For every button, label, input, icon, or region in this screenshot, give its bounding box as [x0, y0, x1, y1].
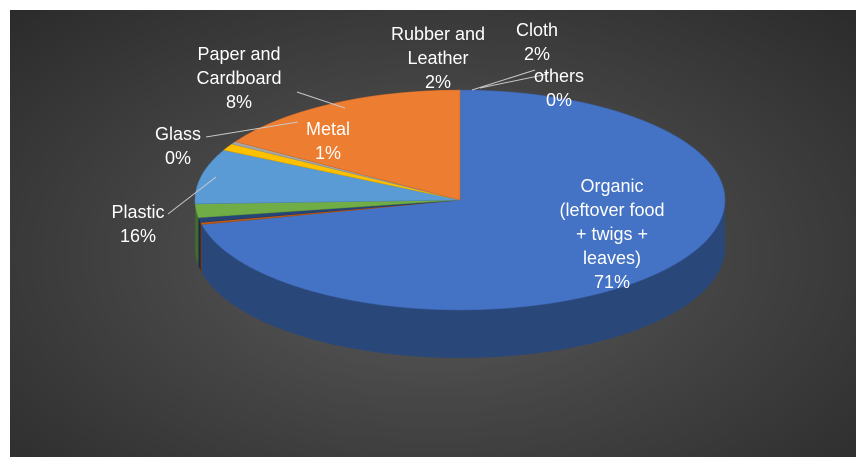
- pie-chart: Organic (leftover food + twigs + leaves) 71%…: [111, 20, 726, 358]
- leader-line-plastic: [167, 176, 217, 215]
- pie-side-others: [200, 222, 202, 273]
- data-label-category: Cloth: [516, 20, 558, 40]
- chart-area: Organic (leftover food + twigs + leaves) 71%…: [10, 10, 856, 457]
- data-label-category: Paper and: [197, 44, 280, 64]
- data-label-category: Glass: [155, 124, 201, 144]
- data-label-category: Organic: [580, 176, 643, 196]
- data-label-percent: 1%: [315, 143, 341, 163]
- pie-depth-layer: [195, 200, 725, 358]
- pie-side-cloth: [198, 217, 201, 271]
- leader-line-glass: [205, 121, 299, 138]
- data-label-category: Rubber and: [391, 24, 485, 44]
- data-label-organic-leftover-food-twigs-leaves: Organic (leftover food + twigs + leaves) 71%: [559, 176, 664, 292]
- data-label-metal: Metal 1%: [306, 119, 350, 163]
- data-label-category: Plastic: [111, 202, 164, 222]
- pie-top-layer: [194, 89, 726, 311]
- data-label-glass: Glass 0%: [155, 124, 201, 168]
- data-labels: Organic (leftover food + twigs + leaves) 71%…: [111, 20, 664, 292]
- pie-slice-organic-leftover-food-twigs-leaves: [201, 89, 726, 311]
- data-label-rubber-and-leather: Rubber and Leather 2%: [391, 24, 485, 92]
- data-label-category: (leftover food: [559, 200, 664, 220]
- data-label-percent: 2%: [524, 44, 550, 64]
- data-label-category: Leather: [407, 48, 468, 68]
- data-label-others: others 0%: [534, 66, 584, 110]
- pie-slice-paper-and-cardboard: [194, 149, 461, 205]
- data-label-percent: 8%: [226, 92, 252, 112]
- data-label-category: leaves): [583, 248, 641, 268]
- data-label-percent: 0%: [165, 148, 191, 168]
- data-label-percent: 16%: [120, 226, 156, 246]
- data-label-category: others: [534, 66, 584, 86]
- data-label-category: Cardboard: [196, 68, 281, 88]
- data-label-cloth: Cloth 2%: [516, 20, 558, 64]
- data-label-percent: 0%: [546, 90, 572, 110]
- data-label-paper-and-cardboard: Paper and Cardboard 8%: [196, 44, 281, 112]
- pie-side-rubber-and-leather: [195, 203, 199, 266]
- data-label-percent: 71%: [594, 272, 630, 292]
- leader-lines: [167, 69, 549, 215]
- leader-line-paper-and-cardboard: [296, 91, 346, 109]
- data-label-plastic: Plastic 16%: [111, 202, 164, 246]
- leader-line-others: [479, 73, 549, 89]
- pie-side-organic-leftover-food-twigs-leaves: [201, 200, 725, 358]
- leader-line-cloth: [471, 69, 536, 91]
- data-label-category: Metal: [306, 119, 350, 139]
- data-label-category: + twigs +: [576, 224, 648, 244]
- data-label-percent: 2%: [425, 72, 451, 92]
